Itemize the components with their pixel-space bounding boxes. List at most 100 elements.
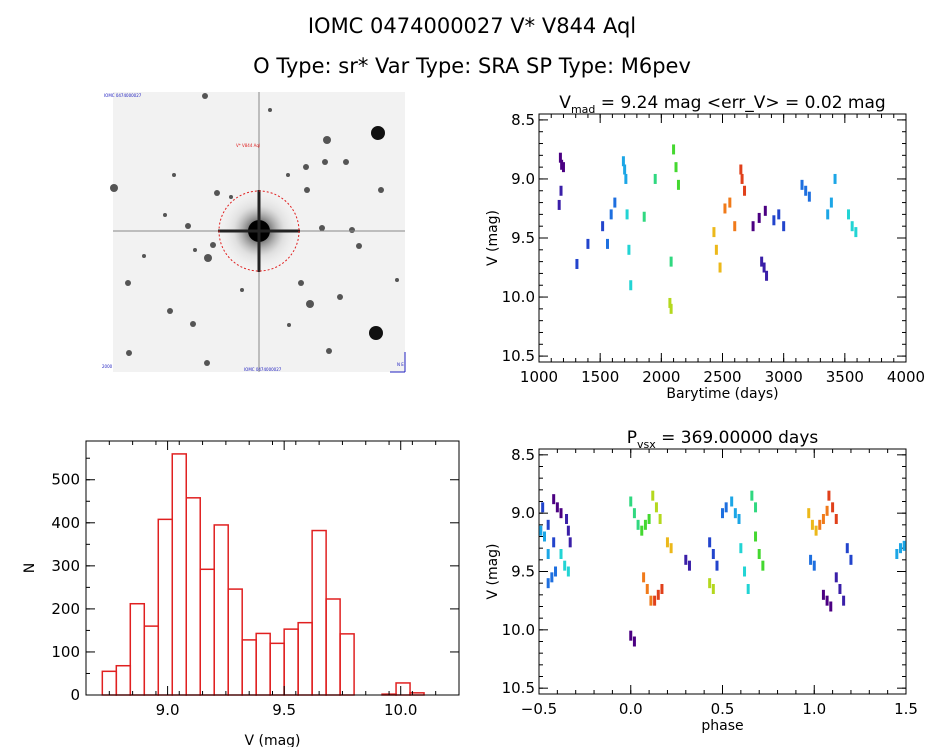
- phase-point: [629, 630, 633, 641]
- lightcurve-point: [826, 209, 830, 220]
- phase-point: [665, 537, 669, 548]
- phase-point: [715, 560, 719, 571]
- histogram-chart: 9.0 9.5 10.0 0 100 200 300 400 500 V (mag) N: [22, 440, 460, 747]
- lightcurve-point: [763, 205, 767, 216]
- field-star: [378, 187, 384, 193]
- lightcurve-point: [757, 212, 761, 223]
- field-star: [322, 159, 328, 165]
- phase-point: [559, 508, 563, 519]
- target-aperture-circle: [218, 190, 300, 272]
- field-star: [304, 187, 310, 193]
- histogram-y-tick-label: 500: [51, 471, 80, 489]
- phase-y-tick-label: 8.5: [511, 446, 535, 464]
- lightcurve-point: [765, 270, 769, 281]
- lightcurve-point: [760, 256, 764, 267]
- phase-y-tick-label: 9.5: [511, 563, 535, 581]
- lightcurve-point: [674, 162, 678, 173]
- lightcurve-point: [575, 258, 579, 269]
- phase-point: [834, 572, 838, 583]
- lightcurve-x-tick-label: 3500: [826, 368, 864, 386]
- phase-point: [831, 502, 835, 513]
- lightcurve-point: [672, 144, 676, 155]
- histogram-bar: [157, 518, 174, 696]
- phase-point: [750, 490, 754, 501]
- field-star: [167, 308, 173, 314]
- phase-point: [818, 519, 822, 530]
- phase-y-tick-label: 9.0: [511, 504, 535, 522]
- lightcurve-point: [613, 197, 617, 208]
- histogram-bar: [171, 453, 187, 696]
- lightcurve-point: [743, 185, 747, 196]
- phase-point: [568, 537, 572, 548]
- field-star: [298, 280, 304, 286]
- lightcurve-y-tick-label: 10.5: [502, 347, 535, 365]
- phase-point: [825, 505, 829, 516]
- phase-point: [902, 540, 906, 551]
- phase-point: [849, 554, 853, 565]
- histogram-y-tick-label: 100: [51, 643, 80, 661]
- phase-point: [730, 496, 734, 507]
- lightcurve-point: [669, 303, 673, 314]
- phase-x-tick-label: 1.5: [894, 700, 918, 718]
- lightcurve-point: [676, 179, 680, 190]
- lightcurve-x-tick-label: 2500: [703, 368, 741, 386]
- histogram-bar: [129, 602, 146, 696]
- phase-point: [660, 584, 664, 594]
- image-label-object: V* V844 Aql: [236, 143, 260, 148]
- lightcurve-point: [800, 179, 804, 190]
- field-star: [306, 300, 314, 308]
- field-star: [193, 248, 197, 252]
- histogram-bar: [241, 639, 257, 696]
- phase-point: [838, 584, 842, 594]
- field-star: [190, 321, 196, 327]
- phase-point: [829, 601, 833, 612]
- field-star: [343, 159, 349, 165]
- lightcurve-point: [777, 209, 781, 220]
- phase-point: [546, 519, 550, 530]
- phase-point: [647, 514, 651, 524]
- lightcurve-point: [772, 215, 776, 226]
- lightcurve-point: [559, 185, 563, 196]
- phase-point: [810, 519, 814, 530]
- lightcurve-point: [560, 159, 564, 170]
- histogram-bar: [255, 632, 271, 696]
- phase-point: [658, 514, 662, 524]
- phase-x-axis-label: phase: [701, 718, 743, 734]
- phase-point: [711, 549, 715, 559]
- lightcurve-point: [728, 197, 732, 208]
- phase-point: [825, 595, 829, 606]
- histogram-x-tick-label: 9.5: [272, 701, 296, 719]
- phase-point: [539, 525, 543, 536]
- phase-point: [555, 502, 559, 513]
- lightcurve-point: [714, 244, 718, 255]
- phase-point: [654, 502, 658, 513]
- lightcurve-point: [561, 162, 565, 173]
- lightcurve-point: [804, 185, 808, 196]
- phase-point: [898, 543, 902, 554]
- lightcurve-point: [739, 164, 743, 175]
- histogram-bar: [185, 497, 201, 696]
- lightcurve-point: [624, 173, 628, 184]
- phase-point: [656, 589, 660, 600]
- field-star: [337, 294, 343, 300]
- histogram-bar: [297, 621, 313, 696]
- field-star: [319, 225, 325, 231]
- phase-point: [814, 525, 818, 536]
- phase-x-tick-label: 0.5: [711, 700, 735, 718]
- phase-point: [566, 525, 570, 536]
- histogram-bar: [213, 524, 229, 696]
- phase-chart: −0.5 0.0 0.5 1.0 1.5 8.5 9.0 9.5 10.0 10.5 Pvsx = …: [485, 428, 918, 734]
- lightcurve-point: [829, 197, 833, 208]
- lightcurve-y-tick-label: 9.5: [511, 229, 535, 247]
- field-star: [369, 326, 383, 340]
- field-star: [210, 242, 216, 248]
- histogram-y-tick-label: 0: [70, 686, 80, 704]
- phase-y-tick-label: 10.5: [502, 679, 535, 697]
- histogram-bar: [339, 633, 355, 696]
- phase-point: [541, 502, 545, 513]
- phase-point: [737, 514, 741, 524]
- phase-point: [640, 525, 644, 536]
- histogram-bar: [143, 625, 160, 696]
